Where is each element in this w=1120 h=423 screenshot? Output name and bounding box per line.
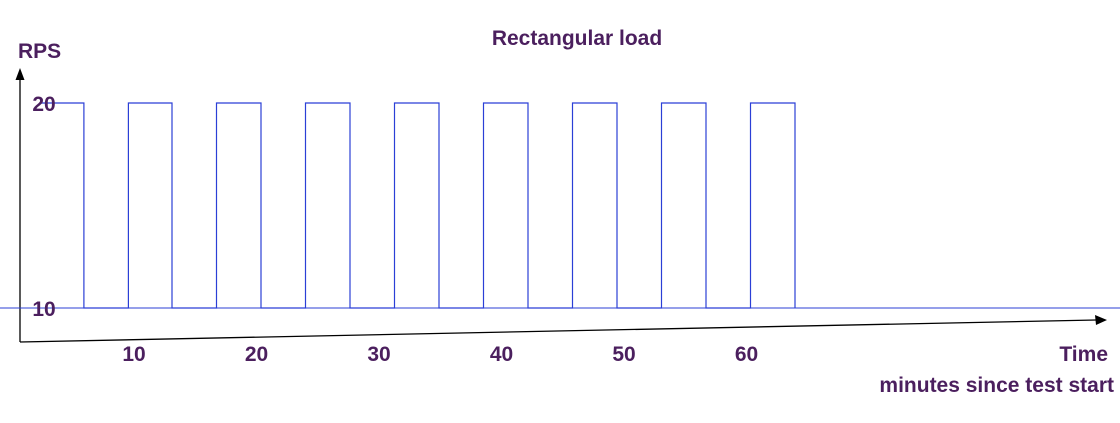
x-axis-line <box>19 319 1097 343</box>
x-tick-label-10: 10 <box>122 343 145 366</box>
x-axis-arrow <box>1095 315 1107 325</box>
series-line-0 <box>39 102 796 309</box>
x-tick-label-50: 50 <box>612 343 635 366</box>
x-tick-label-40: 40 <box>490 343 513 366</box>
y-tick-label-20: 20 <box>32 93 55 116</box>
x-axis-label: Time <box>1059 343 1108 366</box>
y-axis-arrow <box>15 68 25 80</box>
y-tick-label-10: 10 <box>32 298 55 321</box>
x-tick-label-20: 20 <box>245 343 268 366</box>
y-axis-label: RPS <box>18 40 61 63</box>
x-tick-label-60: 60 <box>735 343 758 366</box>
x-tick-label-30: 30 <box>367 343 390 366</box>
chart-title: Rectangular load <box>492 27 662 50</box>
x-axis-sublabel: minutes since test start <box>879 374 1114 397</box>
